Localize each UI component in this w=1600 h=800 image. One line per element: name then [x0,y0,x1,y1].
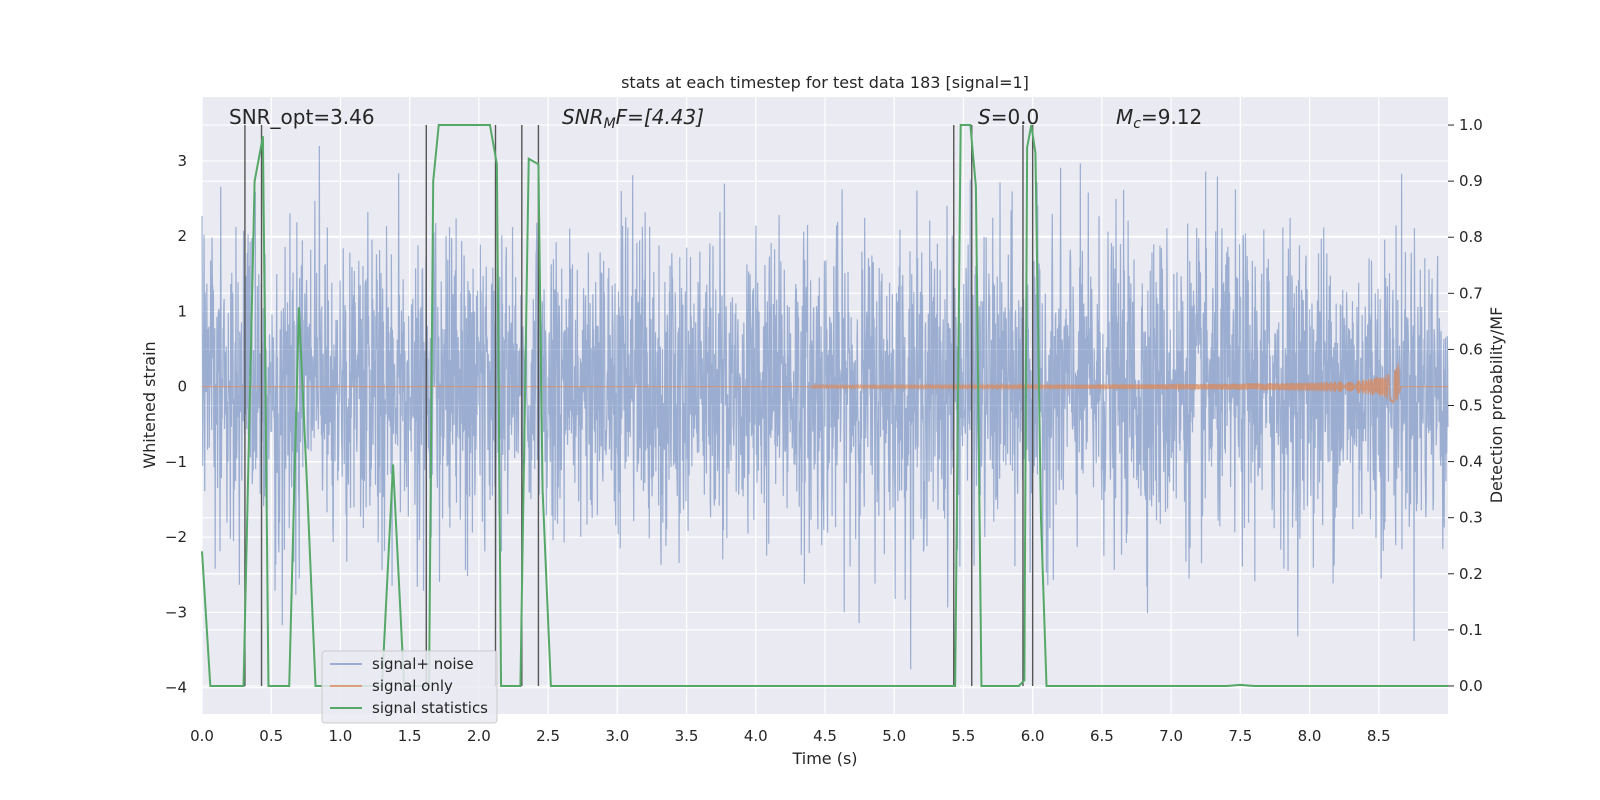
series-signal-only [202,363,1448,405]
x-tick-label-14: 7.0 [1159,727,1183,745]
y-tick-label-5: −2 [165,528,187,546]
y2-axis-label: Detection probability/MF [1487,307,1506,504]
x-tick-label-4: 2.0 [467,727,491,745]
x-tick-label-13: 6.5 [1090,727,1114,745]
legend-label-signal-plus-noise: signal+ noise [372,655,474,673]
y-tick-labels: 3 2 1 0 −1 −2 −3 −4 [165,152,187,697]
x-axis-label: Time (s) [791,749,857,768]
x-tick-label-7: 3.5 [675,727,699,745]
y2-tick-label-10: 0.0 [1459,677,1483,695]
y-axis-label: Whitened strain [140,341,159,468]
signal-only-line [202,363,1448,405]
legend-box [321,650,498,724]
legend: signal+ noise signal only signal statist… [321,650,498,724]
chart-title: stats at each timestep for test data 183… [621,73,1029,92]
x-tick-label-1: 0.5 [259,727,283,745]
y2-tick-labels: 1.0 0.9 0.8 0.7 0.6 0.5 0.4 0.3 0.2 0.1 0.0 [1448,116,1483,695]
y2-tick-label-1: 0.9 [1459,172,1483,190]
y-tick-label-1: 2 [177,227,187,245]
x-tick-label-12: 6.0 [1021,727,1045,745]
y2-tick-label-7: 0.3 [1459,509,1483,527]
series-signal-statistics [201,124,1448,687]
y2-tick-label-6: 0.4 [1459,453,1483,471]
annotation-snr-opt: SNR_opt=3.46 [229,105,375,129]
y-tick-label-7: −4 [165,679,187,697]
legend-label-signal-only: signal only [372,677,453,695]
y2-tick-label-2: 0.8 [1459,228,1483,246]
x-tick-label-5: 2.5 [536,727,560,745]
y-tick-label-0: 3 [177,152,187,170]
x-tick-label-17: 8.5 [1367,727,1391,745]
x-tick-label-16: 8.0 [1298,727,1322,745]
y-tick-label-4: −1 [165,453,187,471]
x-tick-label-10: 5.0 [882,727,906,745]
annotation-s: S=0.0 [978,105,1039,129]
x-tick-label-11: 5.5 [952,727,976,745]
signal-plus-noise-line [201,145,1449,670]
annotation-snr-mf-sub: M [604,116,616,132]
x-tick-labels: 0.0 0.5 1.0 1.5 2.0 2.5 3.0 3.5 4.0 4.5 5.0 5.5 6.0 6… [190,727,1391,745]
y-tick-label-2: 1 [177,302,187,320]
y-tick-label-3: 0 [177,378,187,396]
x-tick-label-8: 4.0 [744,727,768,745]
annotation-snr-mf: SNRMF=[4.43] [562,105,704,132]
series-signal-plus-noise [201,145,1449,670]
signal-statistics-line [201,124,1448,687]
y2-tick-label-5: 0.5 [1459,397,1483,415]
annotation-s-rest: =0.0 [991,105,1040,129]
annotation-mc-sub: c [1133,116,1141,132]
x-tick-label-3: 1.5 [398,727,422,745]
y2-tick-label-9: 0.1 [1459,621,1483,639]
annotation-mc-main: M [1116,105,1133,129]
y2-tick-label-8: 0.2 [1459,565,1483,583]
y2-tick-label-4: 0.6 [1459,340,1483,358]
x-tick-label-15: 7.5 [1228,727,1252,745]
x-tick-label-6: 3.0 [605,727,629,745]
annotation-snr-mf-main: SNR [562,105,604,129]
annotation-s-main: S [978,105,991,129]
y-tick-label-6: −3 [165,603,187,621]
y2-tick-label-0: 1.0 [1459,116,1483,134]
x-tick-label-9: 4.5 [813,727,837,745]
legend-label-signal-statistics: signal statistics [372,699,488,717]
annotation-mc-rest: =9.12 [1141,105,1202,129]
x-tick-label-2: 1.0 [329,727,353,745]
annotation-mc: Mc=9.12 [1116,105,1202,132]
y2-tick-label-3: 0.7 [1459,284,1483,302]
annotation-snr-mf-rest: F=[4.43] [616,105,704,129]
x-tick-label-0: 0.0 [190,727,214,745]
